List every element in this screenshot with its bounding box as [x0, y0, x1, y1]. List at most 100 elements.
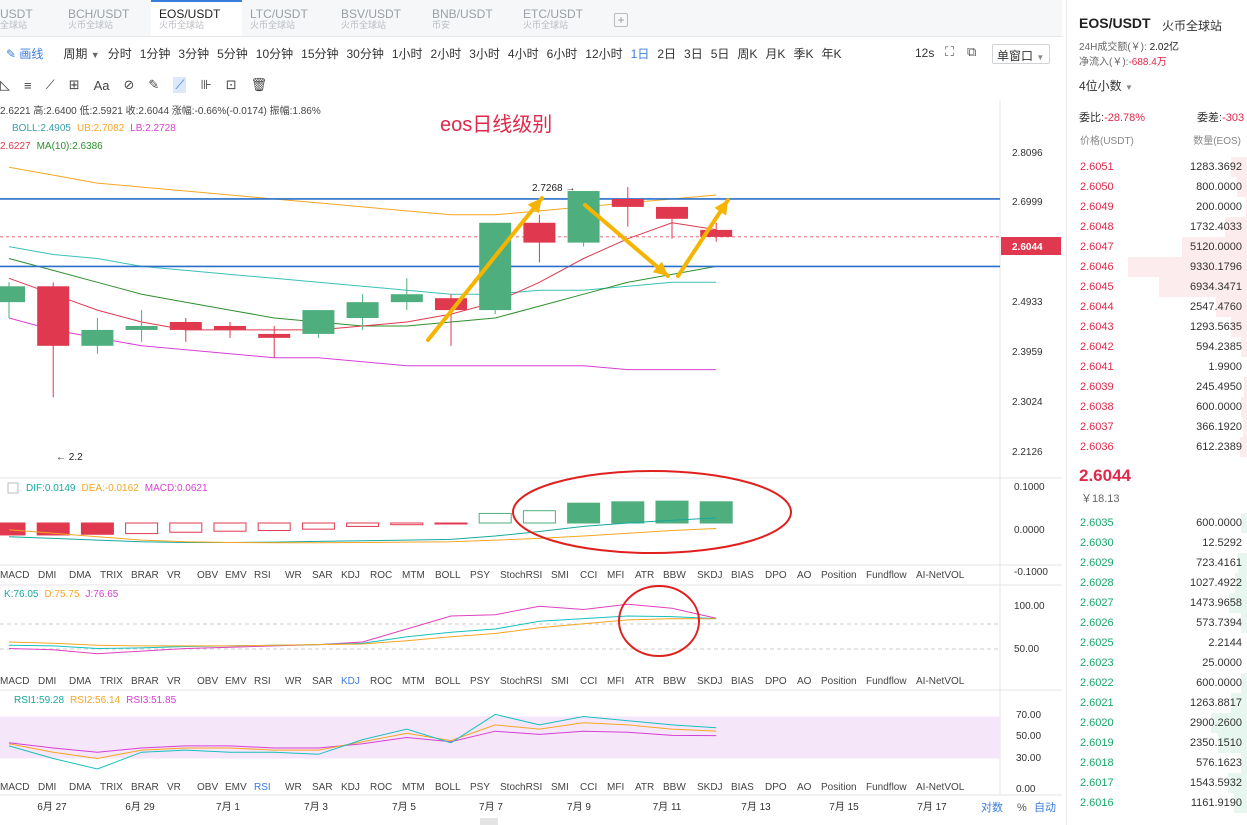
draw-tool-4-icon[interactable]: Aa: [93, 77, 110, 93]
indicator-atr[interactable]: ATR: [635, 570, 654, 581]
indicator-dmi[interactable]: DMI: [38, 782, 56, 793]
period-15[interactable]: 3日: [684, 46, 703, 61]
indicator-kdj[interactable]: KDJ: [341, 782, 360, 793]
indicator-ai-netvol[interactable]: AI-NetVOL: [916, 782, 965, 793]
indicator-ao[interactable]: AO: [797, 782, 812, 793]
draw-toggle[interactable]: ✎ 画线: [2, 45, 47, 62]
draw-tool-2-icon[interactable]: ⟋: [45, 77, 55, 92]
candle[interactable]: [523, 214, 556, 263]
indicator-smi[interactable]: SMI: [551, 782, 569, 793]
ask-row[interactable]: 2.6044 2547.4760: [1067, 297, 1247, 317]
percent-toggle[interactable]: %: [1017, 802, 1027, 814]
ask-row[interactable]: 2.6039 245.4950: [1067, 377, 1247, 397]
indicator-ai-netvol[interactable]: AI-NetVOL: [916, 570, 965, 581]
ask-row[interactable]: 2.6049 200.0000: [1067, 197, 1247, 217]
indicator-stochrsi[interactable]: StochRSI: [500, 676, 542, 687]
indicator-smi[interactable]: SMI: [551, 570, 569, 581]
indicator-boll[interactable]: BOLL: [435, 782, 461, 793]
indicator-ao[interactable]: AO: [797, 570, 812, 581]
tab-usdt[interactable]: USDT 全球站: [0, 0, 60, 36]
period-10[interactable]: 4小时: [507, 46, 539, 61]
indicator-sar[interactable]: SAR: [312, 676, 333, 687]
bid-row[interactable]: 2.6018 576.1623: [1067, 753, 1247, 773]
single-window-select[interactable]: 单窗口 ▼: [992, 44, 1050, 64]
period-0[interactable]: 分时: [107, 46, 132, 61]
draw-tool-1-icon[interactable]: ≡: [24, 77, 32, 93]
kline-chart[interactable]: eos日线级别 2.6221 高:2.6400 低:2.5921 收:2.6044…: [0, 100, 1062, 825]
indicator-obv[interactable]: OBV: [197, 570, 218, 581]
bid-row[interactable]: 2.6021 1263.8817: [1067, 693, 1247, 713]
candle[interactable]: [258, 325, 291, 358]
tab-eos-usdt[interactable]: EOS/USDT 火币全球站: [151, 0, 242, 36]
indicator-emv[interactable]: EMV: [225, 676, 247, 687]
draw-tool-0-icon[interactable]: ◺: [0, 77, 10, 92]
indicator-bbw[interactable]: BBW: [663, 570, 686, 581]
indicator-cci[interactable]: CCI: [580, 570, 597, 581]
indicator-vr[interactable]: VR: [167, 782, 181, 793]
indicator-roc[interactable]: ROC: [370, 676, 392, 687]
period-5[interactable]: 15分钟: [301, 46, 339, 61]
candle[interactable]: [435, 294, 467, 346]
indicator-skdj[interactable]: SKDJ: [697, 570, 723, 581]
ask-row[interactable]: 2.6046 9330.1796: [1067, 257, 1247, 277]
period-1[interactable]: 1分钟: [139, 46, 171, 61]
indicator-obv[interactable]: OBV: [197, 782, 218, 793]
period-19[interactable]: 季K: [793, 46, 814, 61]
bid-row[interactable]: 2.6029 723.4161: [1067, 553, 1247, 573]
ask-row[interactable]: 2.6041 1.9900: [1067, 357, 1247, 377]
tab-bch-usdt[interactable]: BCH/USDT 火币全球站: [60, 0, 151, 36]
indicator-mtm[interactable]: MTM: [402, 570, 425, 581]
candle[interactable]: [700, 222, 733, 242]
period-4[interactable]: 10分钟: [255, 46, 294, 61]
indicator-skdj[interactable]: SKDJ: [697, 676, 723, 687]
bid-row[interactable]: 2.6023 25.0000: [1067, 653, 1247, 673]
tab-ltc-usdt[interactable]: LTC/USDT 火币全球站: [242, 0, 333, 36]
popout-icon[interactable]: ⧉: [967, 44, 977, 59]
ask-row[interactable]: 2.6051 1283.3692: [1067, 157, 1247, 177]
indicator-rsi[interactable]: RSI: [254, 570, 271, 581]
indicator-psy[interactable]: PSY: [470, 676, 490, 687]
indicator-ai-netvol[interactable]: AI-NetVOL: [916, 676, 965, 687]
period-6[interactable]: 30分钟: [346, 46, 384, 61]
indicator-trix[interactable]: TRIX: [100, 676, 123, 687]
indicator-brar[interactable]: BRAR: [131, 782, 159, 793]
indicator-roc[interactable]: ROC: [370, 782, 392, 793]
log-scale-toggle[interactable]: 对数: [981, 800, 1003, 814]
period-3[interactable]: 5分钟: [217, 46, 248, 61]
indicator-smi[interactable]: SMI: [551, 676, 569, 687]
indicator-ao[interactable]: AO: [797, 676, 812, 687]
auto-scale-toggle[interactable]: 自动: [1034, 801, 1056, 814]
candle[interactable]: [346, 294, 379, 330]
period-16[interactable]: 5日: [710, 46, 730, 61]
indicator-skdj[interactable]: SKDJ: [697, 782, 723, 793]
period-17[interactable]: 周K: [737, 46, 758, 61]
ask-row[interactable]: 2.6047 5120.0000: [1067, 237, 1247, 257]
candle[interactable]: [611, 187, 644, 227]
candle[interactable]: [81, 318, 114, 354]
indicator-mtm[interactable]: MTM: [402, 782, 425, 793]
indicator-dma[interactable]: DMA: [69, 570, 92, 581]
ask-row[interactable]: 2.6038 600.0000: [1067, 397, 1247, 417]
bid-row[interactable]: 2.6028 1027.4922: [1067, 573, 1247, 593]
bid-row[interactable]: 2.6027 1473.9658: [1067, 593, 1247, 613]
candle[interactable]: [125, 310, 158, 342]
indicator-sar[interactable]: SAR: [312, 570, 333, 581]
indicator-macd[interactable]: MACD: [0, 676, 29, 687]
indicator-fundflow[interactable]: Fundflow: [866, 570, 907, 581]
indicator-vr[interactable]: VR: [167, 676, 181, 687]
period-20[interactable]: 年K: [821, 46, 842, 61]
indicator-wr[interactable]: WR: [285, 782, 302, 793]
indicator-dma[interactable]: DMA: [69, 676, 92, 687]
draw-tool-7-icon[interactable]: ⟋: [173, 77, 187, 93]
fullscreen-icon[interactable]: ⛶: [945, 44, 955, 59]
period-7[interactable]: 1小时: [391, 46, 423, 61]
indicator-roc[interactable]: ROC: [370, 570, 392, 581]
indicator-macd[interactable]: MACD: [0, 570, 29, 581]
indicator-bias[interactable]: BIAS: [731, 782, 754, 793]
indicator-bias[interactable]: BIAS: [731, 570, 754, 581]
bid-row[interactable]: 2.6022 600.0000: [1067, 673, 1247, 693]
indicator-bias[interactable]: BIAS: [731, 676, 754, 687]
indicator-atr[interactable]: ATR: [635, 782, 654, 793]
candle[interactable]: [214, 322, 246, 338]
ask-row[interactable]: 2.6042 594.2385: [1067, 337, 1247, 357]
